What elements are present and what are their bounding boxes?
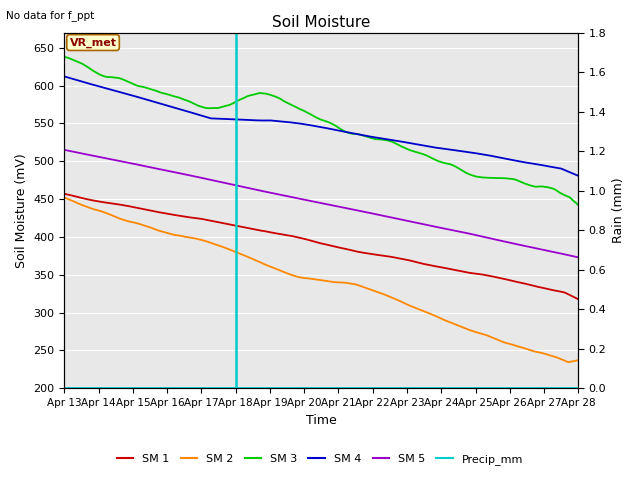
- SM 3: [70, 57, 77, 63]
- SM 4: [175, 106, 182, 112]
- SM 2: [123, 218, 131, 224]
- SM 3: [399, 144, 406, 150]
- SM 4: [123, 91, 131, 97]
- Precip_mm: [399, 385, 406, 391]
- SM 2: [202, 238, 210, 244]
- SM 4: [202, 114, 210, 120]
- Precip_mm: [61, 385, 68, 391]
- Precip_mm: [175, 385, 182, 391]
- SM 5: [123, 159, 131, 165]
- X-axis label: Time: Time: [306, 414, 337, 427]
- SM 4: [399, 139, 406, 144]
- SM 5: [383, 214, 391, 219]
- SM 1: [399, 256, 406, 262]
- SM 5: [399, 217, 406, 223]
- SM 5: [175, 170, 182, 176]
- SM 2: [399, 300, 406, 305]
- SM 5: [202, 176, 210, 182]
- SM 4: [575, 173, 582, 179]
- Line: SM 4: SM 4: [65, 76, 579, 176]
- SM 5: [575, 254, 582, 260]
- Line: SM 1: SM 1: [65, 194, 579, 299]
- SM 4: [70, 76, 77, 82]
- SM 1: [123, 203, 131, 209]
- Legend: SM 1, SM 2, SM 3, SM 4, SM 5, Precip_mm: SM 1, SM 2, SM 3, SM 4, SM 5, Precip_mm: [112, 450, 528, 469]
- Text: VR_met: VR_met: [70, 37, 116, 48]
- Line: SM 2: SM 2: [65, 198, 579, 362]
- SM 3: [383, 137, 391, 143]
- SM 5: [61, 147, 68, 153]
- Text: No data for f_ppt: No data for f_ppt: [6, 10, 95, 21]
- Y-axis label: Rain (mm): Rain (mm): [612, 178, 625, 243]
- SM 4: [383, 136, 391, 142]
- Precip_mm: [123, 385, 131, 391]
- SM 5: [70, 149, 77, 155]
- SM 3: [575, 202, 582, 208]
- SM 3: [61, 54, 68, 60]
- SM 3: [175, 95, 182, 100]
- SM 2: [575, 357, 582, 363]
- SM 1: [70, 193, 77, 199]
- SM 1: [202, 217, 210, 223]
- Precip_mm: [383, 385, 391, 391]
- SM 2: [61, 195, 68, 201]
- SM 3: [123, 78, 131, 84]
- Title: Soil Moisture: Soil Moisture: [272, 15, 371, 30]
- Line: SM 3: SM 3: [65, 57, 579, 205]
- SM 2: [175, 233, 182, 239]
- SM 1: [575, 296, 582, 302]
- SM 2: [383, 293, 391, 299]
- Precip_mm: [575, 385, 582, 391]
- SM 1: [61, 191, 68, 197]
- Line: SM 5: SM 5: [65, 150, 579, 257]
- Precip_mm: [202, 385, 210, 391]
- Y-axis label: Soil Moisture (mV): Soil Moisture (mV): [15, 153, 28, 268]
- Precip_mm: [70, 385, 77, 391]
- SM 3: [202, 105, 210, 111]
- SM 2: [70, 199, 77, 204]
- SM 4: [61, 73, 68, 79]
- SM 1: [175, 213, 182, 218]
- SM 1: [383, 253, 391, 259]
- SM 2: [564, 359, 572, 365]
